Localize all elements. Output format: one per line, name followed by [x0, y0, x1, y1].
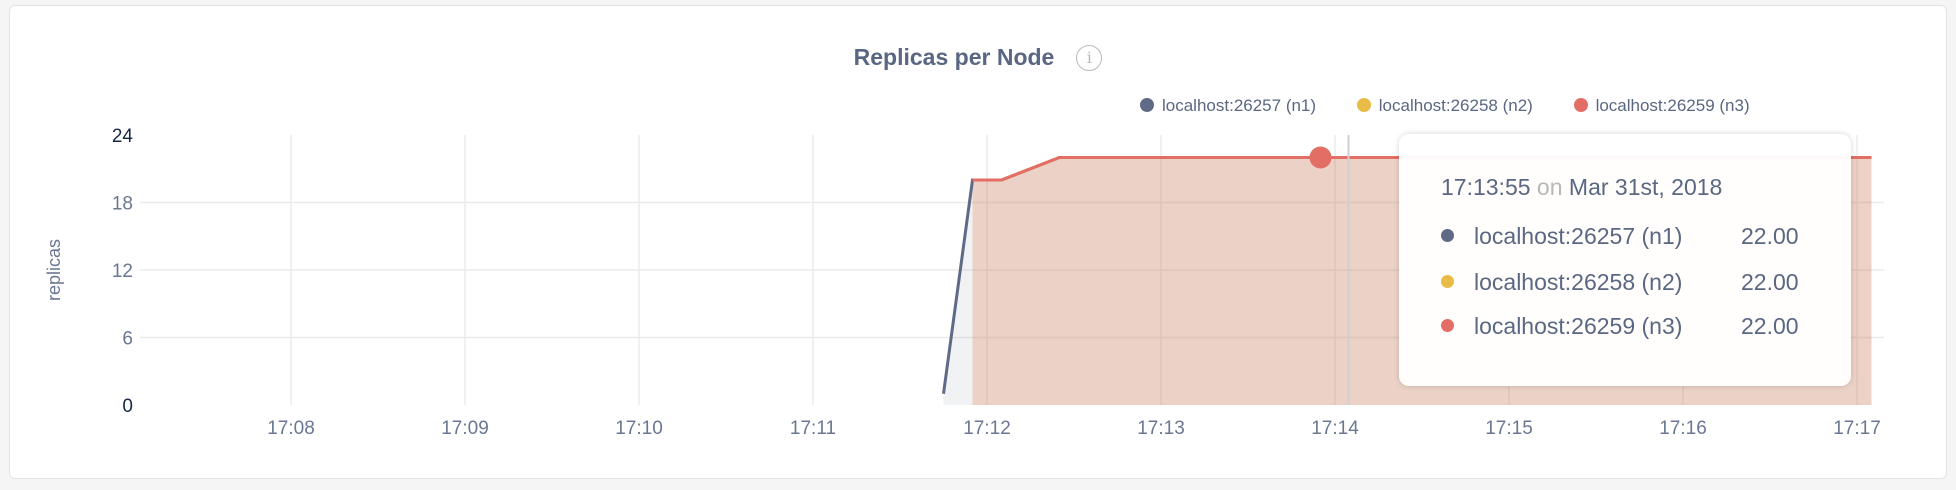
- tooltip-row-value: 22.00: [1741, 223, 1799, 249]
- series-dot-icon: [1441, 319, 1454, 332]
- x-tick-label: 17:09: [441, 418, 489, 439]
- x-tick-label: 17:15: [1485, 418, 1533, 439]
- x-tick-label: 17:17: [1833, 418, 1881, 439]
- legend-label: localhost:26259 (n3): [1595, 96, 1750, 115]
- x-tick-label: 17:13: [1137, 418, 1185, 439]
- hover-tooltip: 17:13:55 on Mar 31st, 2018 localhost:262…: [1399, 134, 1851, 386]
- info-icon[interactable]: i: [1076, 44, 1103, 71]
- tooltip-row-label: localhost:26259 (n3): [1474, 313, 1683, 339]
- y-tick-label: 18: [112, 194, 133, 215]
- tooltip-row: localhost:26257 (n1) 22.00: [1441, 223, 1799, 250]
- y-tick-label: 24: [112, 126, 134, 147]
- y-axis-label: replicas: [44, 239, 64, 301]
- chart-header: Replicas per Node i: [0, 44, 1956, 71]
- series-dot-icon: [1441, 229, 1454, 242]
- hover-point: [1309, 146, 1332, 169]
- y-tick-label: 0: [122, 396, 133, 417]
- legend-item-n3[interactable]: localhost:26259 (n3): [1573, 96, 1750, 116]
- x-tick-label: 17:16: [1659, 418, 1707, 439]
- legend-dot-icon: [1140, 98, 1154, 112]
- x-tick-label: 17:14: [1311, 418, 1359, 439]
- x-tick-label: 17:12: [963, 418, 1011, 439]
- legend-dot-icon: [1573, 98, 1588, 112]
- tooltip-header: 17:13:55 on Mar 31st, 2018: [1441, 174, 1722, 201]
- x-tick-label: 17:08: [267, 418, 315, 439]
- y-tick-label: 6: [122, 329, 133, 350]
- tooltip-date: Mar 31st, 2018: [1568, 174, 1723, 200]
- legend-item-n1[interactable]: localhost:26257 (n1): [1140, 96, 1316, 116]
- tooltip-row: localhost:26259 (n3) 22.00: [1441, 313, 1799, 340]
- x-tick-label: 17:10: [615, 418, 663, 439]
- legend-item-n2[interactable]: localhost:26258 (n2): [1356, 96, 1533, 116]
- series-dot-icon: [1441, 275, 1454, 288]
- tooltip-on: on: [1536, 174, 1563, 200]
- chart-title: Replicas per Node: [853, 44, 1055, 70]
- tooltip-row-label: localhost:26258 (n2): [1474, 269, 1683, 295]
- tooltip-time: 17:13:55: [1441, 174, 1531, 200]
- tooltip-row-value: 22.00: [1741, 313, 1799, 339]
- tooltip-row-value: 22.00: [1741, 269, 1799, 295]
- tooltip-row: localhost:26258 (n2) 22.00: [1441, 269, 1799, 296]
- legend-label: localhost:26258 (n2): [1378, 96, 1533, 115]
- legend-dot-icon: [1356, 98, 1371, 112]
- legend: localhost:26257 (n1) localhost:26258 (n2…: [1140, 96, 1786, 116]
- y-tick-label: 12: [112, 261, 133, 282]
- x-tick-label: 17:11: [790, 418, 836, 439]
- legend-label: localhost:26257 (n1): [1162, 96, 1317, 115]
- tooltip-row-label: localhost:26257 (n1): [1474, 223, 1683, 249]
